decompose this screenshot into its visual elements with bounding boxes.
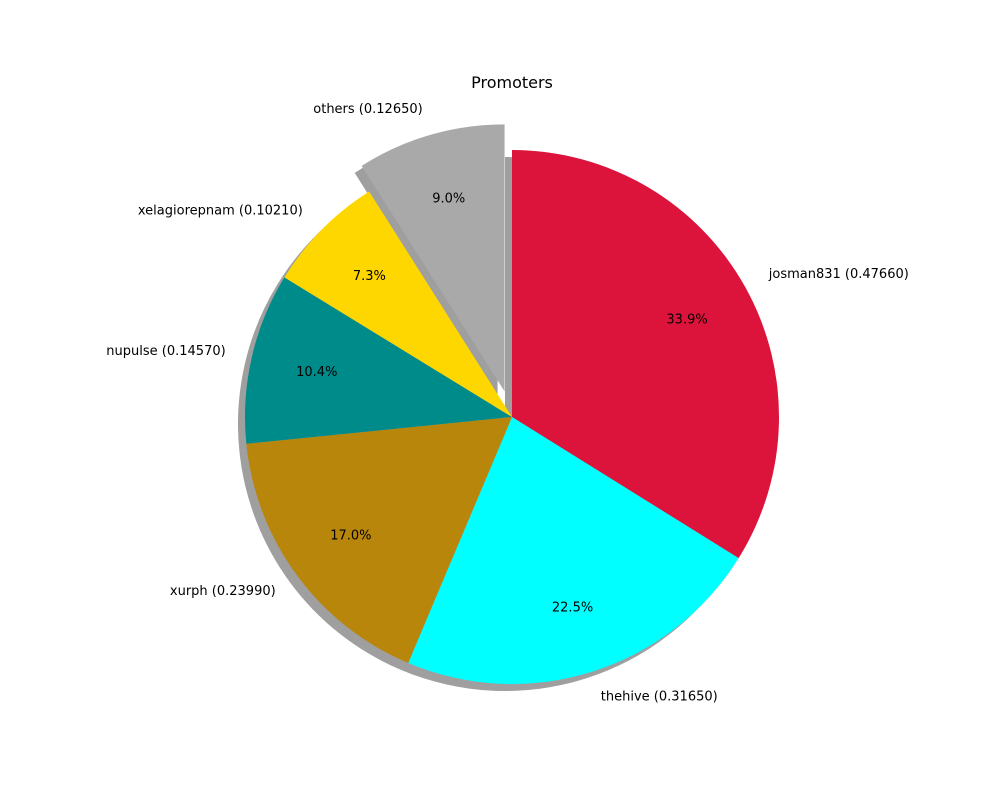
pie-slice-thehive bbox=[408, 417, 739, 685]
slice-label-xurph: xurph (0.23990) bbox=[170, 584, 276, 599]
pie-slice-xelagiorepnam bbox=[284, 191, 512, 417]
pie-slice-xurph bbox=[246, 417, 512, 663]
slice-label-xelagiorepnam: xelagiorepnam (0.10210) bbox=[138, 203, 303, 218]
slice-label-others: others (0.12650) bbox=[313, 102, 422, 117]
label-layer: josman831 (0.47660) 33.9% thehive (0.31650… bbox=[106, 102, 909, 705]
chart-title: Promoters bbox=[471, 73, 553, 92]
pct-label-xurph: 17.0% bbox=[330, 528, 371, 543]
slice-label-thehive: thehive (0.31650) bbox=[601, 689, 718, 704]
slice-label-nupulse: nupulse (0.14570) bbox=[106, 344, 225, 359]
pct-label-others: 9.0% bbox=[432, 192, 465, 207]
pct-label-nupulse: 10.4% bbox=[296, 365, 337, 380]
pct-label-xelagiorepnam: 7.3% bbox=[353, 269, 386, 284]
pct-label-thehive: 22.5% bbox=[552, 600, 593, 615]
pie-slice-josman831 bbox=[512, 150, 780, 559]
pie-slice-others bbox=[361, 124, 505, 392]
slice-layer bbox=[244, 124, 780, 685]
pct-label-josman831: 33.9% bbox=[666, 312, 707, 327]
pie-slice-nupulse bbox=[244, 277, 512, 444]
slice-label-josman831: josman831 (0.47660) bbox=[768, 267, 909, 282]
